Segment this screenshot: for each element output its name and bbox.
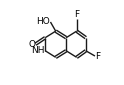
Text: HO: HO bbox=[36, 18, 50, 27]
Text: F: F bbox=[96, 52, 101, 61]
Text: NH: NH bbox=[31, 46, 45, 55]
Text: F: F bbox=[74, 10, 79, 19]
Text: O: O bbox=[28, 40, 35, 49]
